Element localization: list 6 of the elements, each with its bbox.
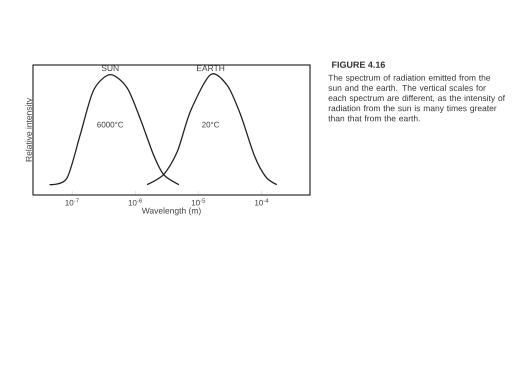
text: The spectrum of radiation emitted from the sun and the earth. The vertical scales for each spectrum are different, as the intensity of radiation from the sun is many times greater than that from the earth. — [328, 74, 506, 122]
y-axis-title: Relative intensity — [26, 98, 34, 162]
series-label: SUN — [102, 65, 118, 72]
x-axis-title: Wavelength (m) — [142, 207, 201, 216]
series-label: EARTH — [197, 65, 224, 72]
text: FIGURE 4.16 — [332, 62, 386, 68]
